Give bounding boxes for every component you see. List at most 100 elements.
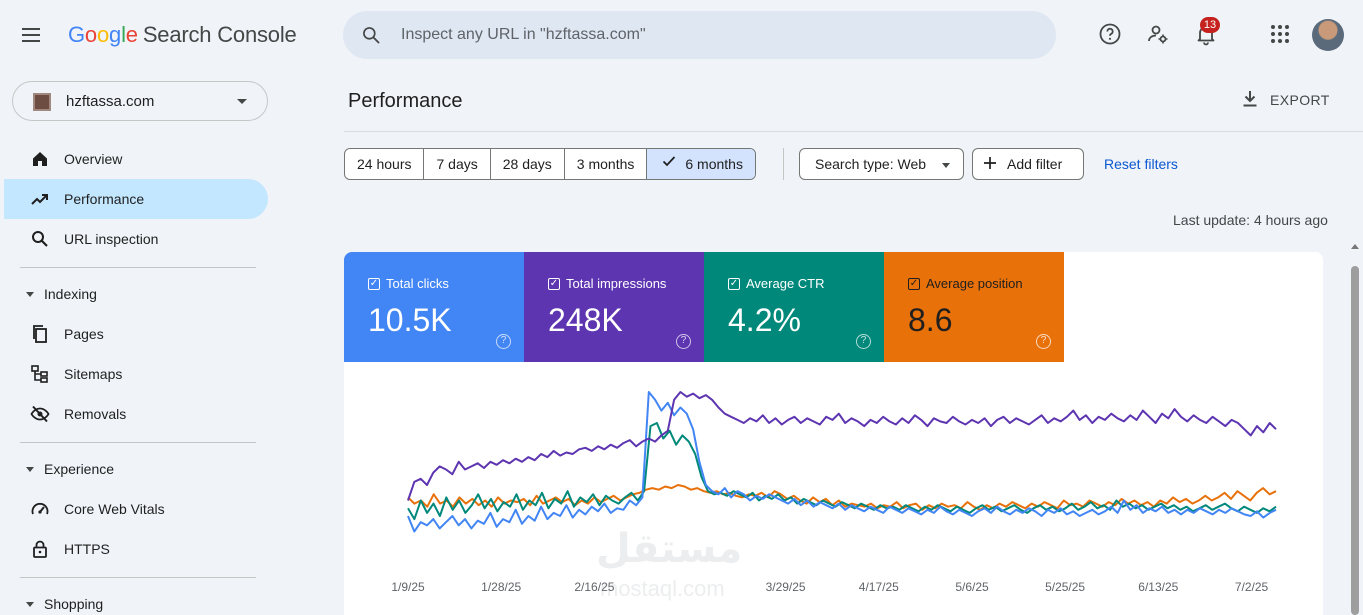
page-scrollbar[interactable] — [1348, 242, 1363, 615]
help-icon[interactable]: ? — [1036, 334, 1051, 349]
date-range-label: 6 months — [685, 156, 743, 172]
help-icon[interactable]: ? — [676, 334, 691, 349]
url-inspection-search[interactable] — [343, 11, 1056, 59]
performance-line-chart[interactable]: 1/9/25 1/28/25 2/16/25 3/29/25 4/17/25 5/6/25… — [344, 362, 1323, 615]
metric-total-clicks[interactable]: ✓ Total clicks 10.5K ? — [344, 252, 524, 362]
x-tick-label: 5/25/25 — [1045, 580, 1085, 594]
reset-filters-link[interactable]: Reset filters — [1104, 156, 1178, 172]
metric-value: 4.2% — [728, 302, 801, 338]
sidebar-section-experience[interactable]: Experience — [20, 449, 260, 489]
date-range-label: 3 months — [576, 156, 635, 172]
sidebar-item-performance[interactable]: Performance — [4, 179, 268, 219]
date-range-7d[interactable]: 7 days — [424, 149, 491, 179]
property-selector[interactable]: hzftassa.com — [12, 81, 268, 121]
scrollbar-thumb[interactable] — [1351, 266, 1359, 615]
user-avatar[interactable] — [1312, 19, 1344, 51]
export-button[interactable]: EXPORT — [1240, 88, 1330, 112]
sidebar-section-indexing[interactable]: Indexing — [20, 274, 260, 314]
checkbox-checked-icon: ✓ — [368, 277, 380, 290]
checkbox-checked-icon: ✓ — [728, 277, 740, 290]
logo-letter: g — [109, 22, 122, 47]
lock-icon — [30, 539, 50, 559]
product-name: Search Console — [142, 22, 297, 47]
metric-average-ctr[interactable]: ✓ Average CTR 4.2% ? — [704, 252, 884, 362]
download-icon — [1240, 89, 1260, 112]
sidebar-divider — [20, 577, 256, 578]
help-icon[interactable]: ? — [856, 334, 871, 349]
section-label: Indexing — [44, 286, 97, 302]
metric-value: 8.6 — [908, 302, 953, 338]
scroll-up-arrow-icon[interactable] — [1351, 244, 1359, 249]
plus-icon — [983, 156, 997, 173]
sidebar-item-pages[interactable]: Pages — [4, 314, 268, 354]
series-line-total-impressions[interactable] — [407, 391, 1277, 501]
date-range-28d[interactable]: 28 days — [491, 149, 565, 179]
metric-header: ✓ Average CTR — [728, 276, 825, 291]
x-tick-label: 1/28/25 — [481, 580, 521, 594]
date-range-label: 24 hours — [357, 156, 412, 172]
add-filter-button[interactable]: Add filter — [972, 148, 1084, 180]
dropdown-arrow-icon — [942, 163, 950, 168]
manage-accounts-icon[interactable] — [1144, 20, 1172, 48]
pages-icon — [30, 324, 50, 344]
sidebar-divider — [20, 267, 256, 268]
notification-count-badge: 13 — [1200, 17, 1220, 33]
property-name: hzftassa.com — [66, 93, 155, 110]
sidebar-item-label: Performance — [64, 191, 145, 207]
section-label: Experience — [44, 461, 115, 477]
sidebar-item-overview[interactable]: Overview — [4, 139, 268, 179]
series-line-average-ctr[interactable] — [407, 422, 1277, 521]
logo-letter: o — [96, 22, 110, 47]
date-range-6m[interactable]: 6 months — [647, 149, 755, 179]
sidebar-item-sitemaps[interactable]: Sitemaps — [4, 354, 268, 394]
x-tick-label: 4/17/25 — [859, 580, 899, 594]
check-icon — [661, 149, 677, 179]
metric-header: ✓ Average position — [908, 276, 1023, 291]
series-line-average-position[interactable] — [407, 484, 1277, 511]
sidebar-item-core-web-vitals[interactable]: Core Web Vitals — [4, 489, 268, 529]
date-range-label: 28 days — [502, 156, 552, 172]
trending-up-icon — [30, 189, 50, 209]
section-label: Shopping — [44, 596, 104, 612]
visibility-off-icon — [30, 404, 50, 424]
main-menu-icon[interactable] — [22, 24, 58, 48]
search-console-logo[interactable]: Google Search Console — [68, 22, 297, 48]
metric-label: Total clicks — [386, 276, 449, 291]
search-input[interactable] — [401, 23, 1021, 47]
sidebar-item-label: Overview — [64, 151, 123, 167]
sidebar-item-label: Removals — [64, 406, 127, 422]
search-icon — [30, 229, 50, 249]
help-icon[interactable]: ? — [496, 334, 511, 349]
sidebar-item-label: HTTPS — [64, 541, 110, 557]
x-tick-label: 3/29/25 — [766, 580, 806, 594]
export-label: EXPORT — [1270, 92, 1330, 108]
sidebar-item-label: Core Web Vitals — [64, 501, 165, 517]
metric-average-position[interactable]: ✓ Average position 8.6 ? — [884, 252, 1064, 362]
metric-value: 248K — [548, 302, 623, 338]
sidebar-item-label: URL inspection — [64, 231, 159, 247]
search-icon — [361, 25, 381, 50]
performance-card: ✓ Total clicks 10.5K ? ✓ Total impressions… — [344, 252, 1323, 615]
apps-grid-icon[interactable] — [1266, 20, 1294, 48]
series-line-total-clicks[interactable] — [407, 391, 1277, 533]
sidebar-section-shopping[interactable]: Shopping — [20, 584, 260, 615]
search-type-dropdown[interactable]: Search type: Web — [799, 148, 964, 180]
help-icon[interactable] — [1096, 20, 1124, 48]
sidebar-item-url-inspection[interactable]: URL inspection — [4, 219, 268, 259]
sidebar-item-label: Pages — [64, 326, 104, 342]
last-update-text: Last update: 4 hours ago — [1173, 212, 1328, 228]
sidebar-item-removals[interactable]: Removals — [4, 394, 268, 434]
date-range-label: 7 days — [436, 156, 478, 172]
speed-icon — [30, 499, 50, 519]
home-icon — [30, 149, 50, 169]
add-filter-label: Add filter — [1007, 156, 1063, 172]
date-range-3m[interactable]: 3 months — [565, 149, 648, 179]
sidebar-item-https[interactable]: HTTPS — [4, 529, 268, 569]
x-tick-label: 2/16/25 — [574, 580, 614, 594]
chevron-down-icon — [237, 99, 247, 104]
metric-total-impressions[interactable]: ✓ Total impressions 248K ? — [524, 252, 704, 362]
date-range-24h[interactable]: 24 hours — [345, 149, 425, 179]
metric-label: Total impressions — [566, 276, 667, 291]
collapse-arrow-icon — [26, 467, 34, 472]
